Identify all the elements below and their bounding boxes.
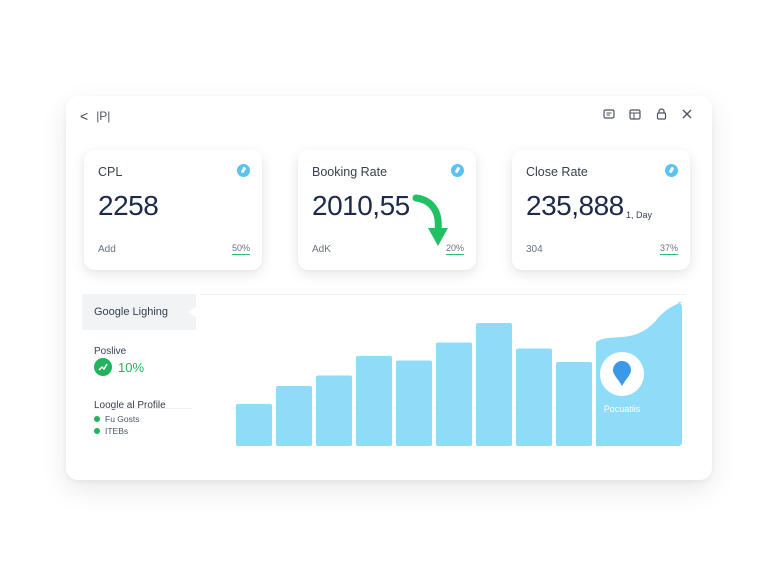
info-icon[interactable] [665, 164, 678, 177]
metric-card-cpl[interactable]: CPL 2258 Add 50% [84, 150, 262, 270]
topbar-left: < |P| [80, 108, 110, 124]
card-footer-percent: 50% [231, 243, 250, 255]
card-value: 2258 [98, 190, 159, 221]
legend-item: ITEBs [94, 426, 128, 436]
google-panel: Google Lighing Poslive 10% Loogle al Pro… [82, 294, 686, 448]
close-icon[interactable] [680, 107, 694, 121]
back-button[interactable]: < [80, 108, 89, 124]
card-value: 2010,55 [312, 190, 410, 221]
chart-bar [556, 362, 592, 446]
card-title: Close Rate [526, 165, 588, 179]
dashboard-window: < |P| CPL 2258 Add 50% Booking Rate 2010… [66, 96, 712, 480]
legend-title: Loogle al Profile [94, 400, 166, 411]
legend-item-label: ITEBs [105, 426, 129, 436]
chart-bars: Pocuatiis [236, 301, 683, 446]
card-footer-label: 304 [526, 244, 543, 255]
card-footer-percent: 20% [445, 243, 464, 255]
panel-title: Google Lighing [94, 306, 169, 318]
chart-bar [236, 404, 272, 446]
window-controls [602, 107, 694, 121]
chart-bar [316, 375, 352, 446]
metric-card-booking-rate[interactable]: Booking Rate 2010,55 AdK 20% [298, 150, 476, 270]
card-value-suffix: 1, Day [626, 210, 653, 220]
card-value: 235,888 [526, 190, 624, 221]
legend-item: Fu Gosts [94, 414, 139, 424]
panel-title-tab[interactable]: Google Lighing [82, 294, 196, 330]
card-footer-label: AdK [312, 244, 331, 255]
legend-divider [94, 408, 192, 409]
trend-up-icon [94, 358, 112, 376]
card-title: Booking Rate [312, 165, 388, 179]
lock-icon[interactable] [654, 107, 668, 121]
info-icon[interactable] [451, 164, 464, 177]
bar-chart: Pocuatiis [232, 301, 683, 446]
positive-stat: 10% [94, 358, 144, 376]
chart-bar [396, 360, 432, 446]
pin-label: Pocuatiis [604, 404, 641, 414]
legend-dot [94, 428, 100, 434]
chart-bar [516, 348, 552, 446]
chart-bar [356, 356, 392, 446]
chart-bar [476, 323, 512, 446]
legend-dot [94, 416, 100, 422]
card-title: CPL [98, 165, 123, 179]
info-icon[interactable] [237, 164, 250, 177]
panel-divider [200, 294, 686, 295]
positive-label: Poslive [94, 346, 127, 357]
card-footer-percent: 37% [659, 243, 678, 255]
card-footer-label: Add [98, 244, 116, 255]
metric-card-close-rate[interactable]: Close Rate 235,888 1, Day 304 37% [512, 150, 690, 270]
trend-down-arrow-icon [412, 194, 448, 246]
positive-value: 10% [118, 359, 145, 375]
window-icon[interactable] [628, 107, 642, 121]
window-title: |P| [96, 109, 111, 123]
map-pin-icon [613, 361, 631, 386]
chart-bar [276, 386, 312, 446]
legend-item-label: Fu Gosts [105, 414, 140, 424]
chart-bar [436, 342, 472, 446]
chat-icon[interactable] [602, 107, 616, 121]
